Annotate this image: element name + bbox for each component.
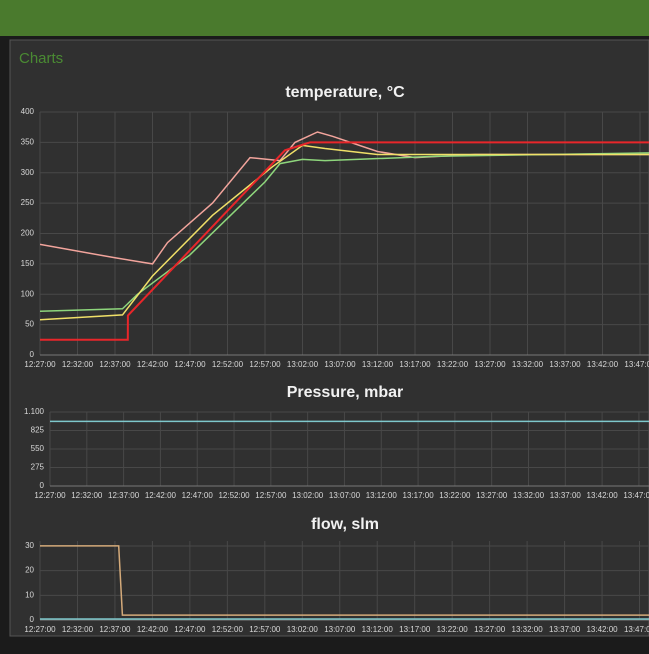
x-tick-label: 13:37:00 <box>549 360 581 369</box>
series-line <box>40 144 649 321</box>
x-tick-label: 13:22:00 <box>439 491 471 500</box>
x-tick-label: 12:42:00 <box>137 360 169 369</box>
y-tick-label: 550 <box>31 444 45 453</box>
y-tick-label: 200 <box>21 229 35 238</box>
x-tick-label: 12:32:00 <box>71 491 103 500</box>
series-line <box>40 152 649 313</box>
x-tick-label: 12:47:00 <box>174 360 206 369</box>
x-tick-label: 13:42:00 <box>587 491 619 500</box>
x-tick-label: 12:42:00 <box>137 625 169 634</box>
chart-title: temperature, °C <box>285 84 405 101</box>
x-tick-label: 13:07:00 <box>324 625 356 634</box>
chart-title: flow, slm <box>311 516 379 533</box>
panel <box>9 39 649 637</box>
x-tick-label: 13:47:00 <box>624 625 649 634</box>
y-tick-label: 0 <box>40 481 45 490</box>
x-tick-label: 12:57:00 <box>249 625 281 634</box>
series-line <box>40 545 649 616</box>
x-tick-label: 13:07:00 <box>324 360 356 369</box>
x-tick-label: 12:37:00 <box>99 625 131 634</box>
x-tick-label: 13:12:00 <box>366 491 398 500</box>
x-tick-label: 12:37:00 <box>108 491 140 500</box>
x-tick-label: 12:52:00 <box>212 625 244 634</box>
x-tick-label: 13:42:00 <box>587 360 619 369</box>
y-tick-label: 30 <box>25 541 34 550</box>
x-tick-label: 12:27:00 <box>24 360 56 369</box>
x-tick-label: 12:32:00 <box>62 360 94 369</box>
x-tick-label: 13:42:00 <box>586 625 618 634</box>
y-tick-label: 0 <box>30 350 35 359</box>
y-tick-label: 250 <box>21 198 35 207</box>
x-tick-label: 13:32:00 <box>512 625 544 634</box>
series-line <box>40 131 649 265</box>
x-tick-label: 13:12:00 <box>362 360 394 369</box>
x-tick-label: 12:37:00 <box>99 360 131 369</box>
x-tick-label: 13:02:00 <box>292 491 324 500</box>
x-tick-label: 13:02:00 <box>287 360 319 369</box>
x-tick-label: 13:27:00 <box>474 360 506 369</box>
y-tick-label: 275 <box>31 463 45 472</box>
x-tick-label: 13:32:00 <box>513 491 545 500</box>
x-tick-label: 13:37:00 <box>549 625 581 634</box>
x-tick-label: 13:22:00 <box>437 360 469 369</box>
x-tick-label: 12:52:00 <box>212 360 244 369</box>
x-tick-label: 12:57:00 <box>249 360 281 369</box>
x-tick-label: 12:47:00 <box>174 625 206 634</box>
y-tick-label: 350 <box>21 137 35 146</box>
x-tick-label: 13:22:00 <box>437 625 469 634</box>
x-tick-label: 13:47:00 <box>624 360 649 369</box>
top-bar <box>0 0 649 36</box>
chart-title: Pressure, mbar <box>287 384 404 401</box>
x-tick-label: 13:47:00 <box>623 491 649 500</box>
y-tick-label: 1.100 <box>24 407 45 416</box>
x-tick-label: 13:17:00 <box>399 625 431 634</box>
x-tick-label: 13:17:00 <box>399 360 431 369</box>
x-tick-label: 12:27:00 <box>34 491 66 500</box>
x-tick-label: 13:27:00 <box>476 491 508 500</box>
x-tick-label: 13:27:00 <box>474 625 506 634</box>
y-tick-label: 0 <box>30 615 35 624</box>
y-tick-label: 300 <box>21 168 35 177</box>
x-tick-label: 12:42:00 <box>145 491 177 500</box>
x-tick-label: 13:17:00 <box>403 491 435 500</box>
x-tick-label: 12:57:00 <box>255 491 287 500</box>
x-tick-label: 13:37:00 <box>550 491 582 500</box>
y-tick-label: 10 <box>25 590 34 599</box>
x-tick-label: 12:47:00 <box>182 491 214 500</box>
y-tick-label: 100 <box>21 289 35 298</box>
x-tick-label: 13:07:00 <box>329 491 361 500</box>
y-tick-label: 50 <box>25 320 34 329</box>
y-tick-label: 20 <box>25 566 34 575</box>
x-tick-label: 13:12:00 <box>362 625 394 634</box>
series-line <box>40 141 649 341</box>
x-tick-label: 13:02:00 <box>287 625 319 634</box>
x-tick-label: 12:52:00 <box>218 491 250 500</box>
y-tick-label: 825 <box>31 426 45 435</box>
y-tick-label: 400 <box>21 107 35 116</box>
x-tick-label: 13:32:00 <box>512 360 544 369</box>
y-tick-label: 150 <box>21 259 35 268</box>
panel-title: Charts <box>19 50 63 67</box>
x-tick-label: 12:32:00 <box>62 625 94 634</box>
x-tick-label: 12:27:00 <box>24 625 56 634</box>
